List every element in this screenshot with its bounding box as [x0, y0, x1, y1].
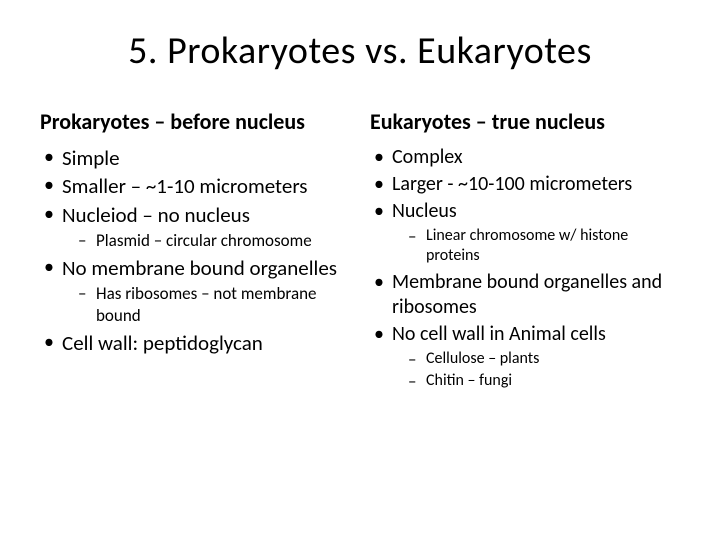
left-list: Simple Smaller – ~1-10 micrometers Nucle…	[40, 145, 350, 356]
list-item: No cell wall in Animal cells Cellulose –…	[370, 322, 680, 391]
left-column: Prokaryotes – before nucleus Simple Smal…	[40, 108, 350, 395]
list-item: No membrane bound organelles Has ribosom…	[40, 255, 350, 326]
list-item: Nucleus Linear chromosome w/ histone pro…	[370, 199, 680, 266]
list-item-text: No cell wall in Animal cells	[392, 322, 606, 346]
right-column: Eukaryotes – true nucleus Complex Larger…	[370, 108, 680, 395]
list-item: Nucleiod – no nucleus Plasmid – circular…	[40, 202, 350, 252]
list-item: Membrane bound organelles and ribosomes	[370, 270, 680, 320]
right-heading: Eukaryotes – true nucleus	[370, 108, 680, 135]
sub-list-item: Chitin – fungi	[406, 371, 680, 391]
sub-list-item: Has ribosomes – not membrane bound	[76, 283, 350, 326]
right-list: Complex Larger - ~10-100 micrometers Nuc…	[370, 145, 680, 391]
sub-list-item: Linear chromosome w/ histone proteins	[406, 226, 680, 266]
list-item: Simple	[40, 145, 350, 171]
list-item: Cell wall: peptidoglycan	[40, 330, 350, 356]
list-item-text: Nucleus	[392, 199, 457, 223]
slide-title: 5. Prokaryotes vs. Eukaryotes	[40, 28, 680, 74]
list-item: Smaller – ~1-10 micrometers	[40, 173, 350, 199]
sub-list-item: Plasmid – circular chromosome	[76, 230, 350, 251]
sub-list: Has ribosomes – not membrane bound	[62, 283, 350, 326]
columns-container: Prokaryotes – before nucleus Simple Smal…	[40, 108, 680, 395]
list-item: Complex	[370, 145, 680, 170]
sub-list: Cellulose – plants Chitin – fungi	[392, 349, 680, 391]
sub-list-item: Cellulose – plants	[406, 349, 680, 369]
list-item-text: Nucleiod – no nucleus	[62, 202, 250, 228]
list-item: Larger - ~10-100 micrometers	[370, 172, 680, 197]
list-item-text: No membrane bound organelles	[62, 255, 337, 281]
sub-list: Plasmid – circular chromosome	[62, 230, 350, 251]
left-heading: Prokaryotes – before nucleus	[40, 108, 350, 135]
sub-list: Linear chromosome w/ histone proteins	[392, 226, 680, 266]
